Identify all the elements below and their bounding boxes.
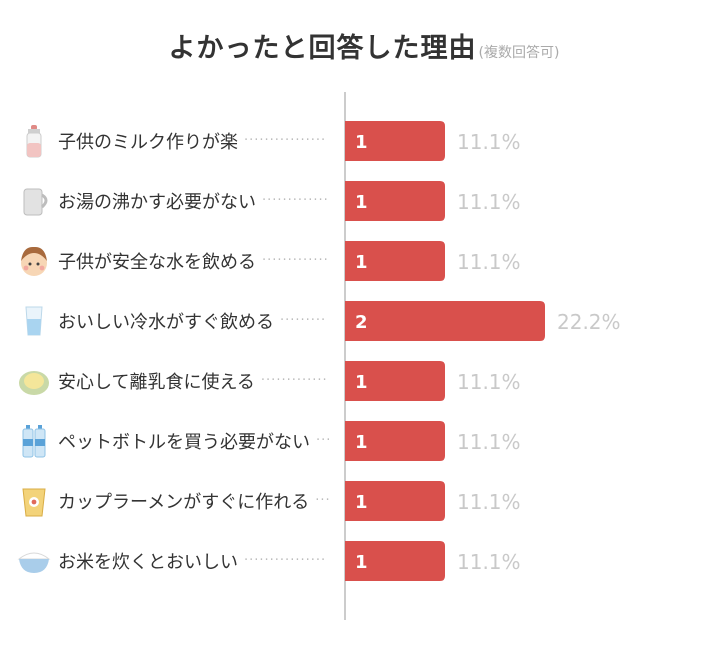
- category-label: おいしい冷水がすぐ飲める: [58, 312, 274, 333]
- bar-percent-label: 22.2%: [557, 310, 621, 334]
- bar: [345, 181, 445, 221]
- bar-percent-label: 11.1%: [457, 490, 521, 514]
- leader-dots: ···: [316, 433, 331, 448]
- water-glass-icon: [25, 306, 43, 336]
- category-label: ペットボトルを買う必要がない: [58, 432, 310, 453]
- leader-dots: ················: [244, 133, 326, 148]
- category-label: お米を炊くとおいしい: [58, 552, 238, 573]
- baby-food-bowl-icon: [19, 371, 49, 395]
- category-label: お湯の沸かす必要がない: [58, 192, 256, 213]
- category-label: カップラーメンがすぐに作れる: [58, 492, 309, 513]
- leader-dots: ·············: [262, 193, 329, 208]
- bar-count-label: 1: [355, 492, 368, 513]
- bar-count-label: 2: [355, 312, 368, 333]
- category-label: 子供のミルク作りが楽: [58, 132, 238, 153]
- leader-dots: ·············: [261, 373, 328, 388]
- baby-face-icon: [21, 246, 47, 276]
- bar-count-label: 1: [355, 132, 368, 153]
- bar-percent-label: 11.1%: [457, 250, 521, 274]
- bar-percent-label: 11.1%: [457, 370, 521, 394]
- leader-dots: ·········: [280, 313, 326, 328]
- bar-count-label: 1: [355, 372, 368, 393]
- bar-percent-label: 11.1%: [457, 190, 521, 214]
- bar: [345, 241, 445, 281]
- chart-title: よかったと回答した理由: [168, 33, 477, 64]
- bar: [345, 421, 445, 461]
- bar: [345, 361, 445, 401]
- baby-bottle-icon: [26, 125, 42, 158]
- bar-count-label: 1: [355, 432, 368, 453]
- bar: [345, 121, 445, 161]
- bar: [345, 301, 545, 341]
- bar-percent-label: 11.1%: [457, 550, 521, 574]
- water-bottles-icon: [22, 425, 46, 458]
- category-label: 子供が安全な水を飲める: [58, 252, 256, 273]
- chart-title-block: よかったと回答した理由 (複数回答可): [0, 26, 728, 65]
- leader-dots: ···: [315, 493, 330, 508]
- bar-count-label: 1: [355, 192, 368, 213]
- bar: [345, 541, 445, 581]
- bar-percent-label: 11.1%: [457, 130, 521, 154]
- bar-count-label: 1: [355, 552, 368, 573]
- cup-noodle-icon: [22, 488, 46, 517]
- leader-dots: ·············: [262, 253, 329, 268]
- kettle-icon: [23, 188, 48, 216]
- category-label: 安心して離乳食に使える: [58, 372, 255, 393]
- rice-bowl-icon: [17, 552, 51, 573]
- bar-count-label: 1: [355, 252, 368, 273]
- leader-dots: ················: [244, 553, 326, 568]
- bar-percent-label: 11.1%: [457, 430, 521, 454]
- chart-subtitle: (複数回答可): [478, 45, 560, 61]
- bar: [345, 481, 445, 521]
